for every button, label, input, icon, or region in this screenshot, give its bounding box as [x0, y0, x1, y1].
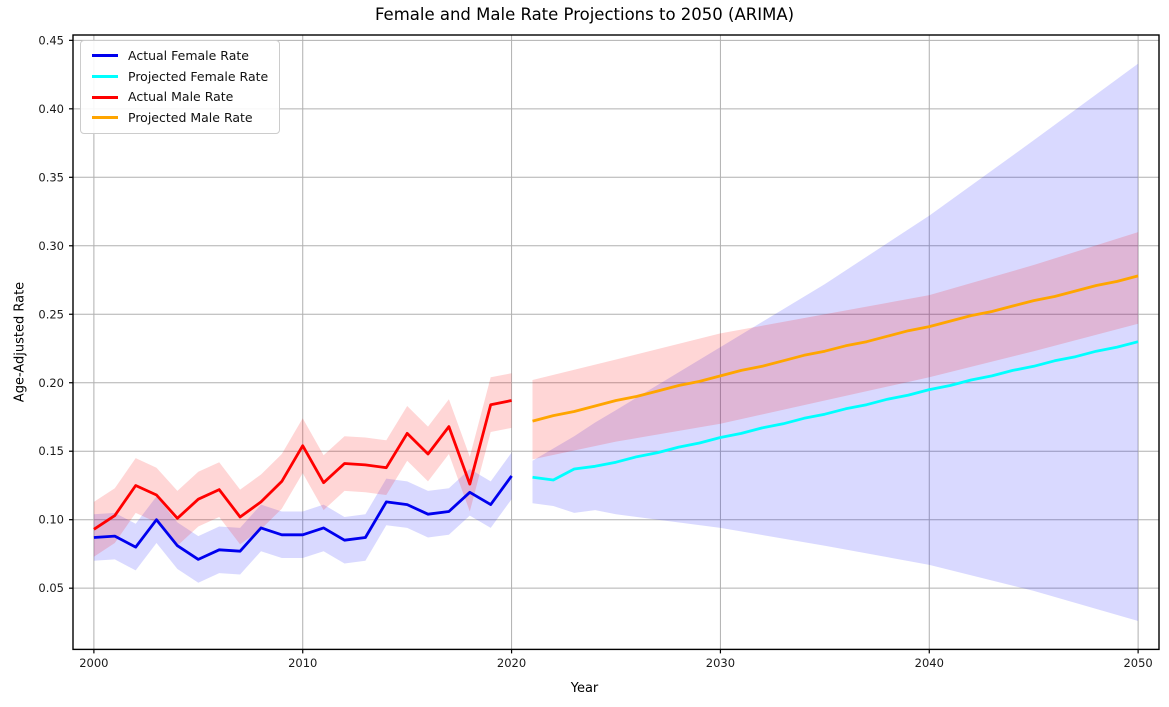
- y-tick-label: 0.30: [38, 239, 64, 253]
- x-tick-label: 2040: [915, 656, 944, 670]
- y-tick-label: 0.25: [38, 307, 64, 321]
- series-line-projected-female-rate: [532, 340, 1139, 482]
- legend: Actual Female Rate Projected Female Rate A…: [80, 40, 281, 134]
- y-tick-label: 0.10: [38, 513, 64, 527]
- legend-line-swatch: [92, 95, 118, 99]
- y-tick-label: 0.45: [38, 33, 64, 47]
- x-axis: 2000 2010 2020 2030 2040 2050: [79, 649, 1153, 670]
- x-tick-label: 2020: [497, 656, 526, 670]
- x-tick-label: 2050: [1123, 656, 1152, 670]
- x-tick-label: 2000: [79, 656, 108, 670]
- x-axis-label: Year: [570, 681, 599, 696]
- legend-line-swatch: [92, 54, 118, 58]
- legend-item-actual-male-rate: Actual Male Rate: [92, 89, 268, 105]
- chart-title: Female and Male Rate Projections to 2050…: [374, 5, 795, 24]
- series-line-actual-male-rate: [93, 399, 512, 531]
- legend-line-swatch: [92, 116, 118, 120]
- series-line-actual-female-rate: [93, 475, 513, 561]
- y-tick-label: 0.20: [38, 376, 64, 390]
- legend-item-projected-male-rate: Projected Male Rate: [92, 110, 268, 126]
- confidence-bands: [93, 63, 1139, 622]
- legend-label: Actual Female Rate: [128, 48, 249, 63]
- y-tick-label: 0.15: [38, 444, 64, 458]
- legend-label: Actual Male Rate: [128, 89, 234, 105]
- legend-label: Projected Male Rate: [128, 109, 253, 125]
- female-projected-ci-band: [532, 63, 1139, 622]
- series-line-projected-male-rate: [532, 274, 1139, 423]
- male-projected-ci-band: [532, 232, 1139, 460]
- x-tick-label: 2030: [706, 656, 735, 670]
- y-tick-label: 0.05: [38, 581, 64, 595]
- series-lines: [93, 274, 1139, 561]
- y-tick-label: 0.35: [38, 170, 64, 184]
- x-tick-label: 2010: [288, 656, 317, 670]
- plot-border: [72, 34, 1160, 651]
- legend-label: Projected Female Rate: [128, 68, 269, 84]
- legend-item-actual-female-rate: Actual Female Rate: [92, 48, 268, 64]
- female-actual-ci-band: [93, 452, 512, 583]
- y-tick-label: 0.40: [38, 102, 64, 116]
- legend-line-swatch: [92, 74, 118, 78]
- male-actual-ci-band: [93, 373, 512, 557]
- legend-item-projected-female-rate: Projected Female Rate: [92, 69, 268, 85]
- y-axis: 0.05 0.10 0.15 0.20 0.25 0.30 0.35 0.40 0.45: [38, 33, 73, 595]
- y-axis-label: Age-Adjusted Rate: [12, 281, 28, 403]
